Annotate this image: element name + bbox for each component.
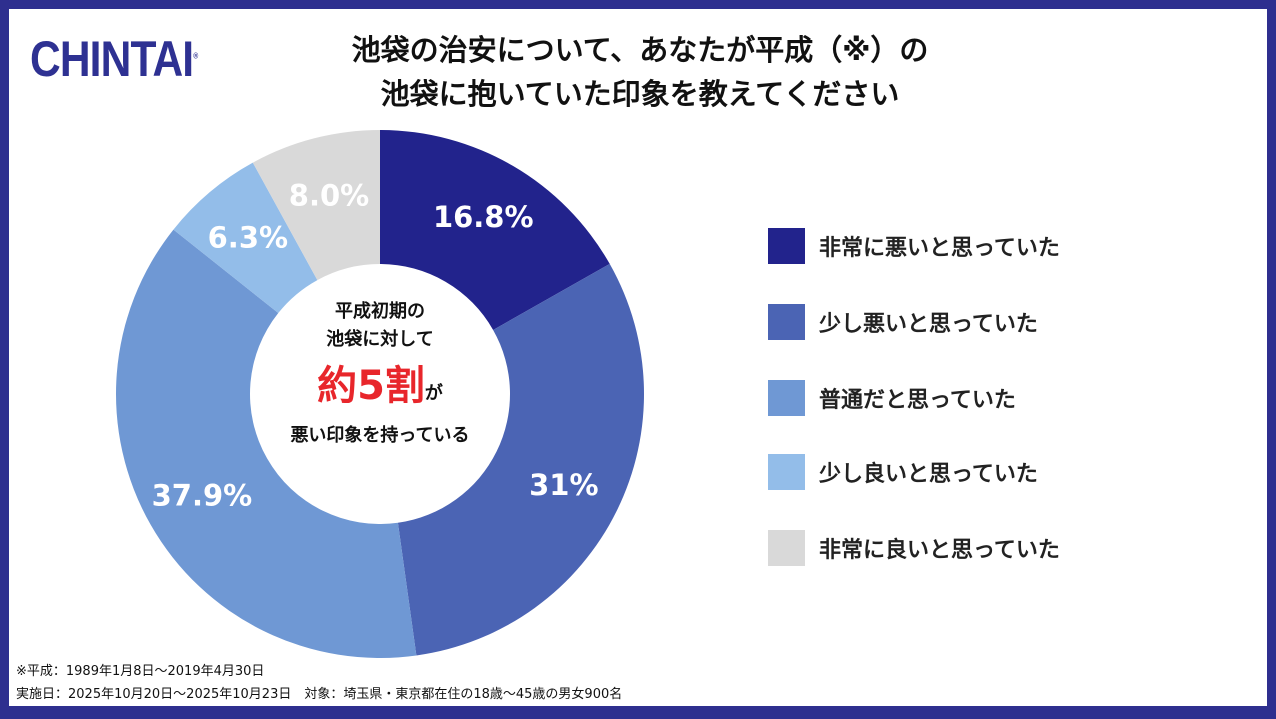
footnote-heisei: ※平成：1989年1月8日～2019年4月30日 <box>16 664 265 679</box>
slice-label: 6.3% <box>208 220 288 254</box>
legend-label: 普通だと思っていた <box>819 388 1016 413</box>
donut-slice <box>380 130 610 330</box>
center-particle: が <box>424 383 443 404</box>
legend-label: 非常に悪いと思っていた <box>819 236 1060 261</box>
center-highlight: 約5割 <box>317 363 425 409</box>
chintai-logo: CHINTAI® <box>30 31 198 87</box>
legend-swatch <box>768 304 805 340</box>
footnote-survey: 実施日：2025年10月20日～2025年10月23日 対象：埼玉県・東京都在住… <box>16 687 623 702</box>
legend-swatch <box>768 530 805 566</box>
legend-label: 非常に良いと思っていた <box>819 538 1060 563</box>
legend-item: 非常に良いと思っていた <box>768 530 1060 566</box>
slice-label: 31% <box>529 468 598 502</box>
slice-label: 37.9% <box>152 479 253 513</box>
legend-item: 少し良いと思っていた <box>768 454 1060 490</box>
slice-label: 16.8% <box>433 200 534 234</box>
legend-swatch <box>768 380 805 416</box>
legend-label: 少し良いと思っていた <box>819 462 1038 487</box>
legend-swatch <box>768 454 805 490</box>
slice-label: 8.0% <box>289 178 369 212</box>
donut-slice <box>115 229 417 658</box>
legend: 非常に悪いと思っていた 少し悪いと思っていた 普通だと思っていた 少し良いと思っていた… <box>768 228 1060 606</box>
center-annotation: 平成初期の 池袋に対して 約5割が 悪い印象を持っている <box>250 298 510 450</box>
center-line-4: 悪い印象を持っている <box>290 425 470 446</box>
legend-swatch <box>768 228 805 264</box>
center-line-1: 平成初期の <box>335 301 425 322</box>
title-line-1: 池袋の治安について、あなたが平成（※）の <box>351 33 929 67</box>
donut-slice <box>173 162 318 314</box>
legend-item: 普通だと思っていた <box>768 380 1060 416</box>
donut-slice <box>397 263 644 656</box>
center-line-2: 池袋に対して <box>326 329 434 350</box>
legend-label: 少し悪いと思っていた <box>819 312 1038 337</box>
title-line-2: 池袋に抱いていた印象を教えてください <box>380 77 900 111</box>
legend-item: 非常に悪いと思っていた <box>768 228 1060 264</box>
legend-item: 少し悪いと思っていた <box>768 304 1060 340</box>
chart-title: 池袋の治安について、あなたが平成（※）の 池袋に抱いていた印象を教えてください <box>250 28 1030 116</box>
donut-slice <box>252 130 380 281</box>
